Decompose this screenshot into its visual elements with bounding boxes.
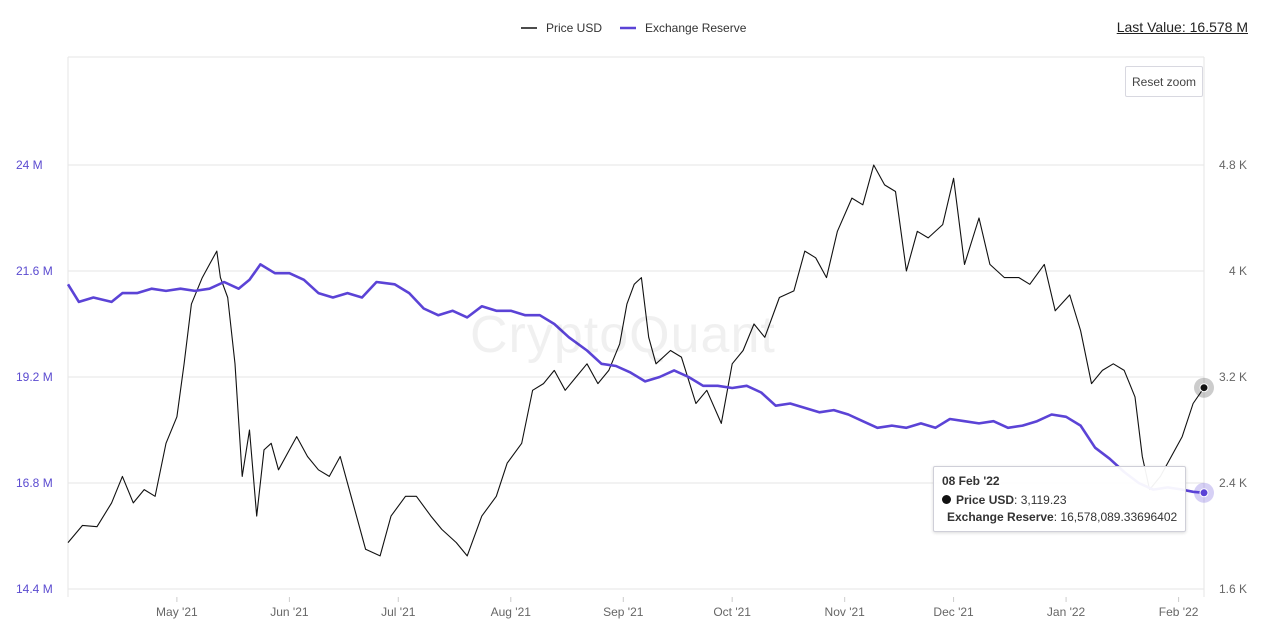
left-axis: 14.4 M 16.8 M 19.2 M 21.6 M 24 M bbox=[16, 158, 53, 596]
price-usd-series bbox=[67, 164, 1205, 557]
tooltip-price-label: Price USD bbox=[956, 492, 1015, 507]
x-tick-label: May '21 bbox=[156, 605, 198, 619]
price-hover-point bbox=[1199, 383, 1209, 393]
last-value-link[interactable]: Last Value: 16.578 M bbox=[1116, 19, 1248, 35]
price-dot-icon bbox=[942, 495, 951, 504]
reserve-hover-point bbox=[1199, 488, 1209, 498]
x-axis: May '21 Jun '21 Jul '21 Aug '21 Sep '21 Oct '… bbox=[156, 597, 1199, 619]
tooltip-reserve-row: Exchange Reserve : 16,578,089.33696402 bbox=[942, 508, 1177, 525]
left-tick-label: 21.6 M bbox=[16, 264, 53, 278]
tooltip-reserve-label: Exchange Reserve bbox=[947, 509, 1054, 524]
right-tick-label: 4 K bbox=[1229, 264, 1247, 278]
tooltip-date: 08 Feb '22 bbox=[942, 474, 1000, 488]
right-tick-label: 3.2 K bbox=[1219, 370, 1247, 384]
right-tick-label: 1.6 K bbox=[1219, 582, 1247, 596]
x-tick-label: Dec '21 bbox=[933, 605, 974, 619]
legend-reserve-label[interactable]: Exchange Reserve bbox=[645, 21, 747, 35]
left-tick-label: 14.4 M bbox=[16, 582, 53, 596]
exchange-reserve-line bbox=[66, 263, 1205, 495]
price-usd-line bbox=[67, 164, 1205, 557]
right-tick-label: 2.4 K bbox=[1219, 476, 1247, 490]
x-tick-label: Jan '22 bbox=[1047, 605, 1086, 619]
tooltip-price-value: : 3,119.23 bbox=[1014, 492, 1067, 507]
left-tick-label: 19.2 M bbox=[16, 370, 53, 384]
x-tick-label: Oct '21 bbox=[713, 605, 751, 619]
tooltip-reserve-value: : 16,578,089.33696402 bbox=[1053, 509, 1178, 524]
x-tick-label: Jun '21 bbox=[270, 605, 309, 619]
x-tick-label: Sep '21 bbox=[603, 605, 644, 619]
x-tick-label: Feb '22 bbox=[1159, 605, 1199, 619]
x-tick-label: Nov '21 bbox=[825, 605, 866, 619]
left-tick-label: 16.8 M bbox=[16, 476, 53, 490]
tooltip-price-row: Price USD : 3,119.23 bbox=[942, 491, 1177, 508]
reset-zoom-button[interactable]: Reset zoom bbox=[1125, 66, 1203, 97]
legend-price-label[interactable]: Price USD bbox=[546, 21, 602, 35]
x-tick-label: Aug '21 bbox=[491, 605, 532, 619]
right-axis: 1.6 K 2.4 K 3.2 K 4 K 4.8 K bbox=[1219, 158, 1247, 596]
legend[interactable]: Price USD Exchange Reserve bbox=[521, 21, 747, 35]
hover-markers bbox=[1194, 377, 1214, 503]
chart-tooltip: 08 Feb '22 Price USD : 3,119.23 Exchange… bbox=[933, 466, 1186, 532]
left-tick-label: 24 M bbox=[16, 158, 43, 172]
gridlines bbox=[67, 56, 1205, 597]
right-tick-label: 4.8 K bbox=[1219, 158, 1247, 172]
x-tick-label: Jul '21 bbox=[381, 605, 416, 619]
exchange-reserve-series bbox=[66, 263, 1205, 495]
